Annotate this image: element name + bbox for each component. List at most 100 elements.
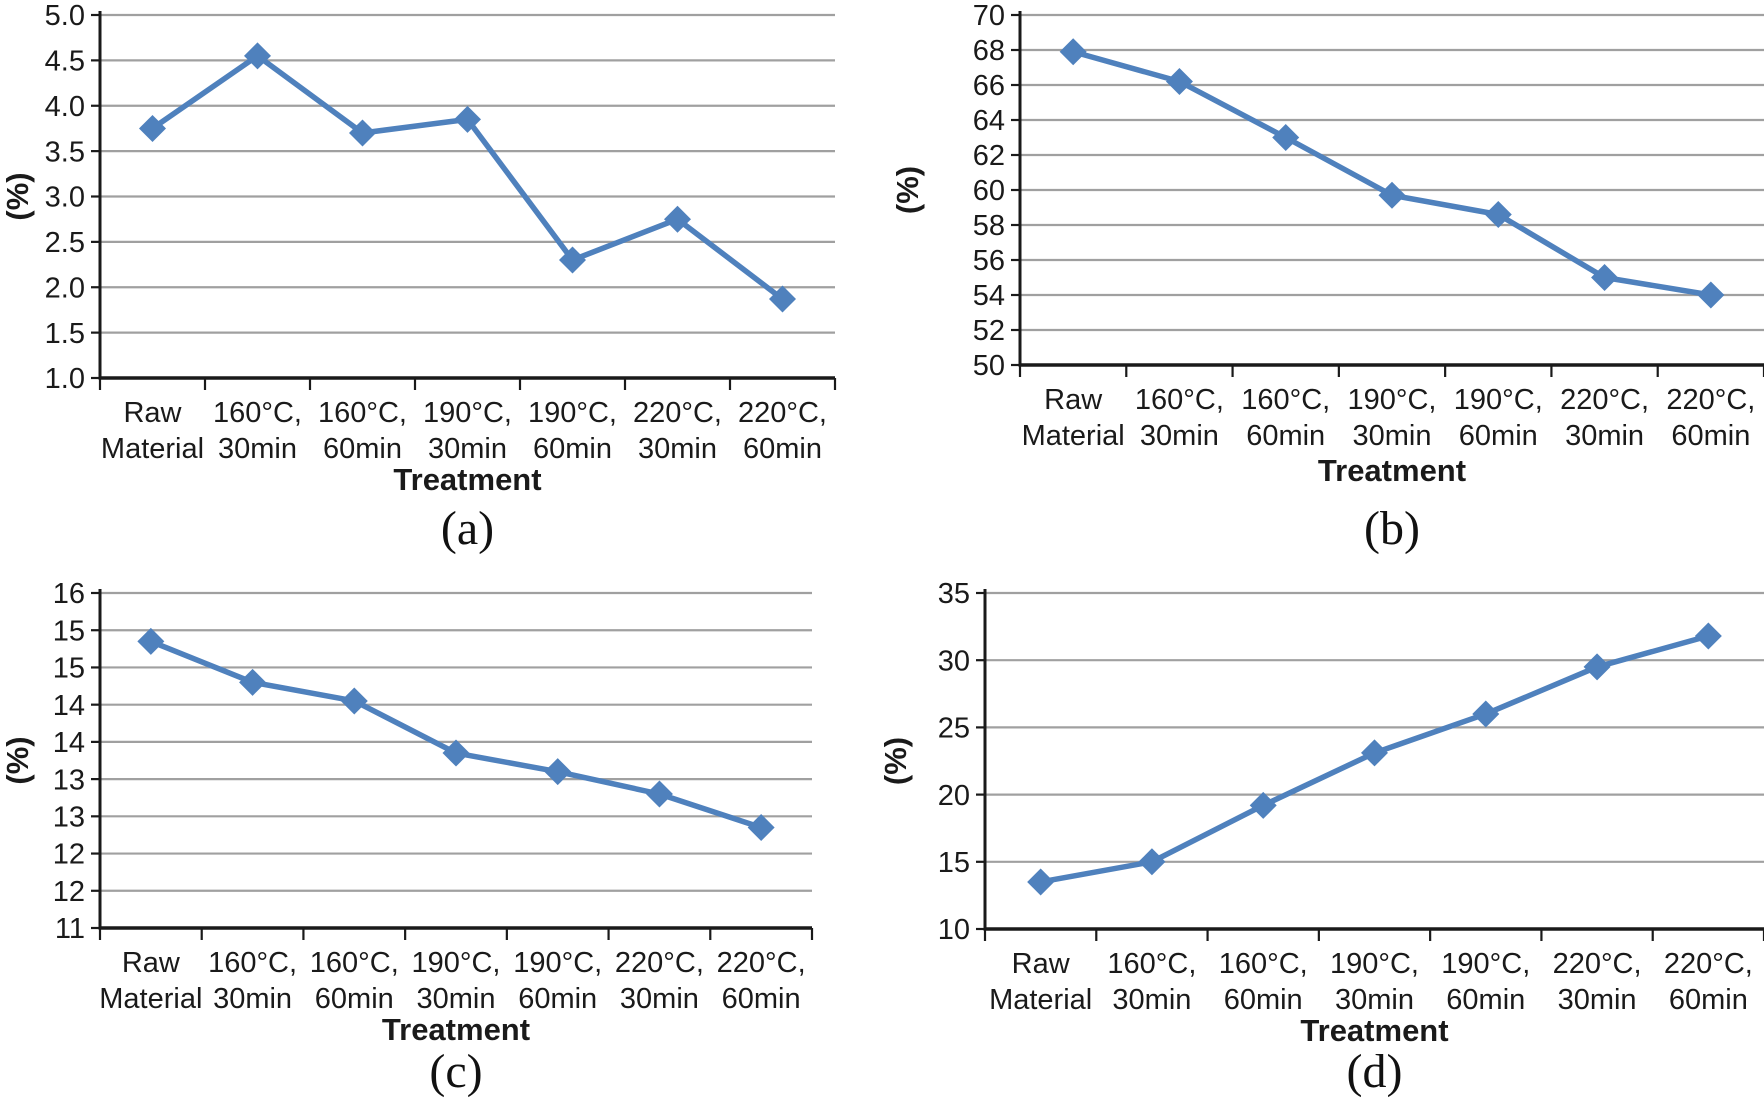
x-category-label: 190°C, 30min <box>1348 384 1437 452</box>
y-tick-label: 54 <box>973 280 1005 312</box>
diamond-marker <box>1472 700 1500 728</box>
y-axis-title: (%) <box>878 737 913 785</box>
diamond-marker <box>645 780 673 808</box>
x-category-label: 190°C, 60min <box>1441 948 1530 1016</box>
y-tick-label: 56 <box>973 245 1005 277</box>
chart-c: 16 15 15 14 14 13 13 12 12 11 Raw Material 160°C, 30m… <box>0 560 848 1103</box>
y-tick-label: 13 <box>53 764 85 796</box>
y-tick-label: 1.5 <box>45 318 85 350</box>
y-tick-label: 58 <box>973 210 1005 242</box>
diamond-marker <box>747 814 775 841</box>
y-tick-label: 14 <box>53 727 85 759</box>
diamond-marker <box>1138 848 1166 876</box>
series-line <box>148 638 764 831</box>
y-tick-label: 25 <box>938 713 970 745</box>
x-category-label: 160°C, 60min <box>1241 384 1330 452</box>
y-tick-label: 50 <box>973 350 1005 382</box>
y-tick-label: 11 <box>55 913 85 945</box>
diamond-marker <box>1165 68 1193 95</box>
x-category-label: 190°C, 60min <box>513 947 602 1015</box>
x-axis-title: Treatment <box>382 1012 530 1047</box>
gridlines <box>976 591 1764 931</box>
x-category-label: 220°C, 30min <box>1553 948 1642 1016</box>
x-category-label: Raw Material <box>99 947 202 1015</box>
diamond-marker <box>1059 38 1087 66</box>
diamond-marker <box>442 739 470 767</box>
y-axis-title: (%) <box>890 166 925 214</box>
y-tick-label: 52 <box>973 315 1005 347</box>
diamond-marker <box>1272 124 1300 151</box>
x-category-label: 220°C, 60min <box>1664 948 1753 1016</box>
x-category-label: 160°C, 60min <box>310 947 399 1015</box>
x-category-label: 220°C, 60min <box>1666 384 1755 452</box>
y-tick-label: 5.0 <box>45 0 85 32</box>
x-category-label: 160°C, 30min <box>208 947 297 1015</box>
diamond-marker <box>244 42 271 70</box>
x-axis-title: Treatment <box>393 462 541 497</box>
diamond-marker <box>664 205 691 233</box>
y-tick-label: 3.5 <box>45 136 85 168</box>
x-category-label: Raw Material <box>1022 384 1125 452</box>
y-axis-title: (%) <box>0 736 35 784</box>
chart-d-caption: (d) <box>1346 1045 1403 1098</box>
y-tick-label: 35 <box>938 578 970 610</box>
x-category-label: 190°C, 30min <box>412 947 501 1015</box>
x-category-label: Raw Material <box>101 397 204 465</box>
diamond-marker <box>137 627 165 655</box>
diamond-marker <box>349 119 376 147</box>
series-line <box>149 53 786 302</box>
x-category-label: 220°C, 60min <box>717 947 806 1015</box>
diamond-marker <box>1697 281 1725 309</box>
diamond-marker <box>544 758 572 786</box>
y-tick-label: 15 <box>53 653 85 685</box>
y-tick-label: 60 <box>973 175 1005 207</box>
series-markers <box>1027 622 1722 896</box>
y-tick-label: 66 <box>973 70 1005 102</box>
axes <box>983 589 1764 941</box>
diamond-marker <box>454 105 481 133</box>
chart-a-caption: (a) <box>440 502 495 555</box>
y-tick-label: 10 <box>938 914 970 946</box>
gridlines <box>91 13 835 380</box>
x-category-label: 190°C, 60min <box>1454 384 1543 452</box>
y-tick-label: 68 <box>973 35 1005 67</box>
y-tick-label: 15 <box>938 847 970 879</box>
x-category-label: 160°C, 60min <box>1219 948 1308 1016</box>
chart-d: 35 30 25 20 15 10 Raw Material 160°C, 30min 160°C,… <box>848 560 1764 1103</box>
y-tick-label: 3.0 <box>45 182 85 214</box>
diamond-marker <box>769 285 796 313</box>
y-tick-label: 14 <box>53 690 85 722</box>
axes <box>98 589 814 940</box>
y-tick-label: 16 <box>53 578 85 610</box>
diamond-marker <box>1484 201 1512 228</box>
x-category-label: 160°C, 60min <box>318 397 407 465</box>
x-category-label: 190°C, 60min <box>528 397 617 465</box>
axes <box>1018 11 1764 377</box>
y-tick-labels: 16 15 15 14 14 13 13 12 12 11 <box>53 578 85 945</box>
y-tick-label: 2.0 <box>45 272 85 304</box>
y-tick-label: 70 <box>973 0 1005 32</box>
diamond-marker <box>340 687 368 715</box>
y-tick-label: 4.5 <box>45 46 85 78</box>
chart-b: 70 68 66 64 62 60 58 56 54 52 50 Raw Material 160°C, 3… <box>848 0 1764 560</box>
series-markers <box>137 627 775 841</box>
x-category-label: 220°C, 60min <box>738 397 827 465</box>
series-markers <box>1059 38 1725 309</box>
axes <box>98 11 837 390</box>
y-tick-label: 13 <box>53 801 85 833</box>
y-tick-labels: 5.0 4.5 4.0 3.5 3.0 2.5 2.0 1.5 1.0 <box>45 0 85 395</box>
y-tick-label: 12 <box>53 876 85 908</box>
y-tick-label: 30 <box>938 645 970 677</box>
chart-c-caption: (c) <box>429 1045 483 1098</box>
diamond-marker <box>1027 868 1055 896</box>
x-axis-title: Treatment <box>1300 1013 1448 1048</box>
x-category-label: 160°C, 30min <box>213 397 302 465</box>
y-tick-label: 20 <box>938 780 970 812</box>
